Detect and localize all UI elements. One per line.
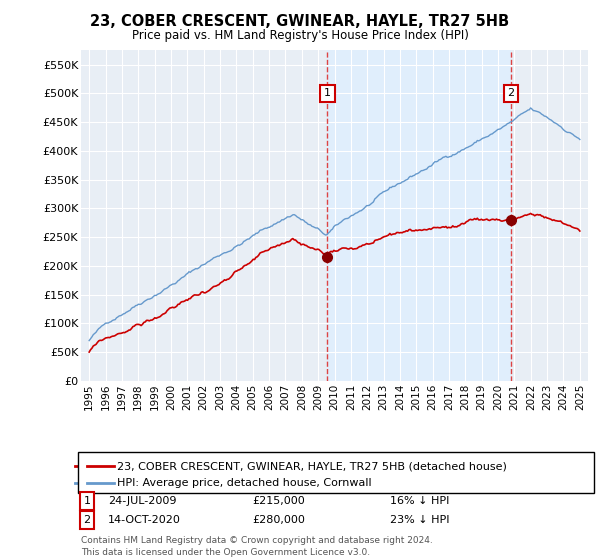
Text: 23, COBER CRESCENT, GWINEAR, HAYLE, TR27 5HB (detached house): 23, COBER CRESCENT, GWINEAR, HAYLE, TR27… xyxy=(87,461,477,472)
Text: 16% ↓ HPI: 16% ↓ HPI xyxy=(390,496,449,506)
Text: 23, COBER CRESCENT, GWINEAR, HAYLE, TR27 5HB: 23, COBER CRESCENT, GWINEAR, HAYLE, TR27… xyxy=(91,14,509,29)
Text: £215,000: £215,000 xyxy=(252,496,305,506)
Text: 23, COBER CRESCENT, GWINEAR, HAYLE, TR27 5HB (detached house): 23, COBER CRESCENT, GWINEAR, HAYLE, TR27… xyxy=(117,461,507,472)
Bar xyxy=(328,50,511,381)
Text: HPI: Average price, detached house, Cornwall: HPI: Average price, detached house, Corn… xyxy=(117,478,371,488)
Text: 14-OCT-2020: 14-OCT-2020 xyxy=(108,515,181,525)
Text: Contains HM Land Registry data © Crown copyright and database right 2024.
This d: Contains HM Land Registry data © Crown c… xyxy=(81,536,433,557)
Text: Price paid vs. HM Land Registry's House Price Index (HPI): Price paid vs. HM Land Registry's House … xyxy=(131,29,469,42)
Text: £280,000: £280,000 xyxy=(252,515,305,525)
Text: HPI: Average price, detached house, Cornwall: HPI: Average price, detached house, Corn… xyxy=(87,478,341,488)
Text: 24-JUL-2009: 24-JUL-2009 xyxy=(108,496,176,506)
Text: 23% ↓ HPI: 23% ↓ HPI xyxy=(390,515,449,525)
Text: 1: 1 xyxy=(83,496,91,506)
Text: 2: 2 xyxy=(508,88,515,99)
Text: 2: 2 xyxy=(83,515,91,525)
Text: 1: 1 xyxy=(324,88,331,99)
